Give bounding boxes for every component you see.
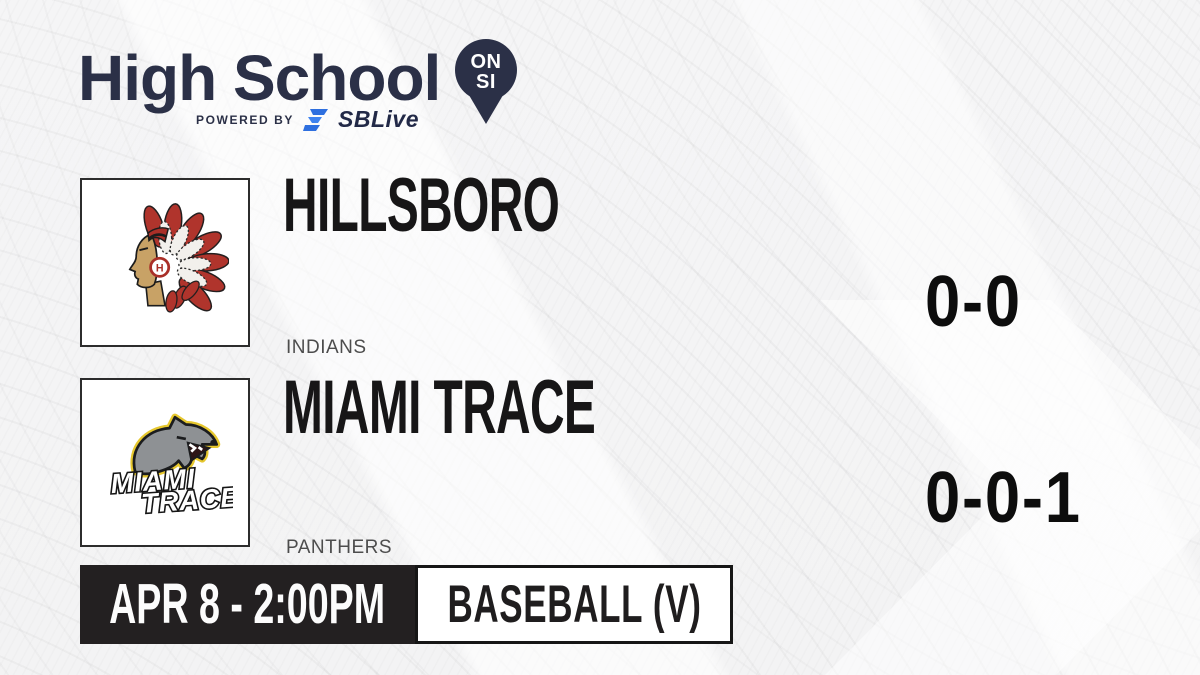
- team1-name: HILLSBORO: [283, 163, 560, 248]
- pin-badge-line2: SI: [476, 71, 496, 93]
- sblive-wordmark: SBLive: [338, 106, 419, 132]
- hillsboro-logo-monogram: H: [156, 262, 164, 274]
- on-si-pin-icon: ON SI: [455, 39, 518, 124]
- team2-name: MIAMI TRACE: [283, 365, 596, 450]
- team1-mascot: INDIANS: [286, 337, 367, 358]
- event-datetime-bar: APR 8 - 2:00PM: [80, 565, 415, 644]
- sblive-icon: [303, 108, 329, 131]
- team2-mascot: PANTHERS: [286, 537, 393, 558]
- miami-trace-logo-line2: TRACE: [140, 481, 233, 519]
- team1-record: 0-0: [925, 262, 1022, 342]
- hillsboro-indians-logo: H: [128, 202, 229, 313]
- event-sport: BASEBALL (V): [446, 575, 702, 634]
- powered-by-label: POWERED BY: [196, 112, 295, 127]
- hillsboro-logo-box: H: [80, 178, 250, 347]
- team2-record: 0-0-1: [925, 458, 1082, 538]
- event-datetime: APR 8 - 2:00PM: [109, 572, 386, 636]
- powered-by-row: POWERED BY SBLive: [196, 106, 419, 133]
- miami-trace-logo-line1: MIAMI: [110, 462, 197, 499]
- brand-title: High School: [78, 42, 441, 114]
- brand-lockup: High School ON SI: [78, 38, 518, 126]
- event-sport-bar: BASEBALL (V): [415, 565, 733, 644]
- pin-badge-line1: ON: [471, 51, 502, 73]
- miami-trace-panthers-logo: MIAMI TRACE: [108, 413, 233, 520]
- miami-trace-logo-box: MIAMI TRACE: [80, 378, 250, 547]
